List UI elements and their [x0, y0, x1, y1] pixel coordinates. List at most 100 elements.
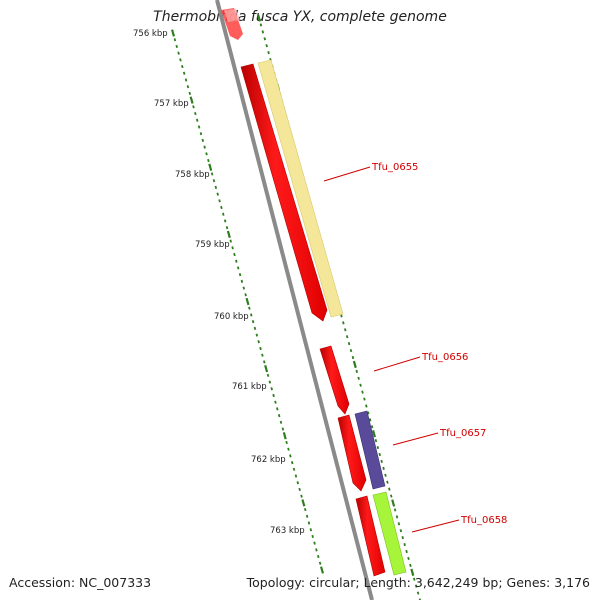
feature-minor-tick — [413, 577, 416, 581]
gene-cds-tfu-0658[interactable] — [355, 495, 386, 577]
feature-minor-tick — [361, 390, 364, 394]
scale-minor-tick — [203, 145, 206, 149]
gene-cds-tfu-0657[interactable] — [337, 414, 367, 492]
scale-minor-tick — [281, 427, 285, 431]
genome-backbone — [215, 0, 374, 600]
feature-minor-tick — [259, 23, 263, 27]
gene-cds-tfu-0655[interactable] — [240, 63, 328, 322]
scale-minor-tick — [318, 561, 322, 565]
gene-cds-tfu-0656[interactable] — [319, 345, 350, 415]
feature-minor-tick — [355, 369, 358, 373]
scale-minor-tick — [179, 58, 182, 62]
scale-minor-tick — [238, 273, 242, 277]
scale-major-tick — [226, 230, 231, 239]
scale-minor-tick — [181, 64, 184, 69]
scale-minor-tick — [182, 71, 186, 75]
feature-minor-tick — [401, 536, 404, 540]
scale-minor-tick — [289, 454, 292, 458]
scale-minor-tick — [225, 226, 229, 230]
feature-minor-tick — [374, 439, 378, 443]
scale-minor-tick — [236, 266, 240, 270]
feature-major-tick — [410, 568, 415, 576]
feature-minor-tick — [380, 459, 383, 464]
feature-minor-tick — [409, 563, 412, 567]
scale-minor-tick — [263, 360, 266, 364]
feature-minor-tick — [378, 452, 381, 457]
feature-major-tick — [372, 430, 376, 438]
scale-minor-tick — [257, 340, 260, 344]
scale-minor-tick — [194, 111, 197, 116]
feature-minor-tick — [382, 466, 385, 470]
gene-feature-tfu-0655[interactable] — [257, 59, 344, 318]
gene-feature-tfu-0658[interactable] — [372, 491, 407, 576]
scale-minor-tick — [240, 279, 244, 283]
feature-minor-tick — [263, 37, 266, 41]
genome-summary-text: Topology: circular; Length: 3,642,249 bp… — [246, 575, 590, 590]
feature-minor-tick — [340, 314, 343, 318]
feature-minor-tick — [399, 529, 403, 533]
callout-line-tfu-0656 — [373, 356, 421, 372]
scale-minor-tick — [313, 541, 316, 545]
feature-minor-tick — [265, 44, 268, 48]
feature-minor-tick — [407, 556, 410, 561]
gene-arrow-top-faded — [224, 9, 240, 22]
scale-minor-tick — [233, 252, 236, 257]
scale-major-tick — [245, 297, 250, 306]
feature-minor-tick — [393, 508, 397, 512]
gene-label-tfu-0655[interactable]: Tfu_0655 — [371, 162, 418, 173]
scale-minor-tick — [192, 105, 195, 109]
scale-minor-tick — [248, 306, 251, 310]
scale-minor-tick — [287, 447, 290, 451]
scale-minor-tick — [175, 44, 178, 49]
feature-minor-tick — [397, 522, 401, 526]
feature-minor-tick — [359, 383, 362, 387]
scale-minor-tick — [218, 199, 221, 203]
feature-minor-tick — [351, 355, 355, 360]
scale-minor-tick — [294, 474, 298, 478]
scale-minor-tick — [300, 494, 303, 498]
scale-minor-tick — [216, 192, 219, 196]
scale-label-759: 759 kbp — [195, 240, 230, 250]
scale-minor-tick — [277, 414, 281, 418]
feature-major-tick — [257, 14, 261, 22]
scale-minor-tick — [253, 326, 257, 330]
gene-label-tfu-0656[interactable]: Tfu_0656 — [421, 352, 468, 363]
scale-minor-tick — [205, 152, 208, 156]
scale-minor-tick — [309, 528, 313, 532]
scale-major-tick — [282, 432, 287, 440]
feature-minor-tick — [418, 598, 421, 600]
scale-minor-tick — [195, 118, 199, 122]
callout-line-tfu-0657 — [392, 432, 439, 446]
scale-label-760: 760 kbp — [214, 312, 249, 322]
scale-minor-tick — [272, 393, 275, 398]
scale-major-tick — [320, 566, 324, 574]
feature-minor-tick — [386, 480, 389, 484]
feature-minor-tick — [267, 51, 270, 55]
gene-label-tfu-0657[interactable]: Tfu_0657 — [439, 428, 486, 439]
feature-major-tick — [391, 499, 396, 507]
feature-minor-tick — [363, 397, 366, 401]
scale-major-tick — [301, 499, 306, 507]
scale-minor-tick — [223, 219, 227, 223]
callout-line-tfu-0655 — [323, 166, 371, 182]
callout-line-tfu-0658 — [411, 519, 460, 533]
scale-minor-tick — [249, 313, 253, 317]
gene-feature-tfu-0657[interactable] — [354, 410, 386, 490]
feature-minor-tick — [370, 425, 374, 429]
scale-track — [171, 29, 324, 574]
scale-minor-tick — [305, 514, 309, 518]
feature-minor-tick — [345, 335, 349, 339]
scale-minor-tick — [317, 554, 320, 559]
scale-minor-tick — [296, 481, 300, 485]
scale-major-tick — [171, 29, 175, 37]
feature-minor-tick — [376, 445, 380, 450]
feature-minor-tick — [388, 487, 391, 491]
feature-minor-tick — [261, 30, 265, 34]
scale-minor-tick — [292, 467, 296, 471]
gene-label-tfu-0658[interactable]: Tfu_0658 — [460, 515, 507, 526]
scale-label-758: 758 kbp — [175, 170, 210, 180]
feature-minor-tick — [365, 404, 368, 408]
scale-minor-tick — [303, 507, 307, 512]
scale-minor-tick — [210, 172, 214, 176]
